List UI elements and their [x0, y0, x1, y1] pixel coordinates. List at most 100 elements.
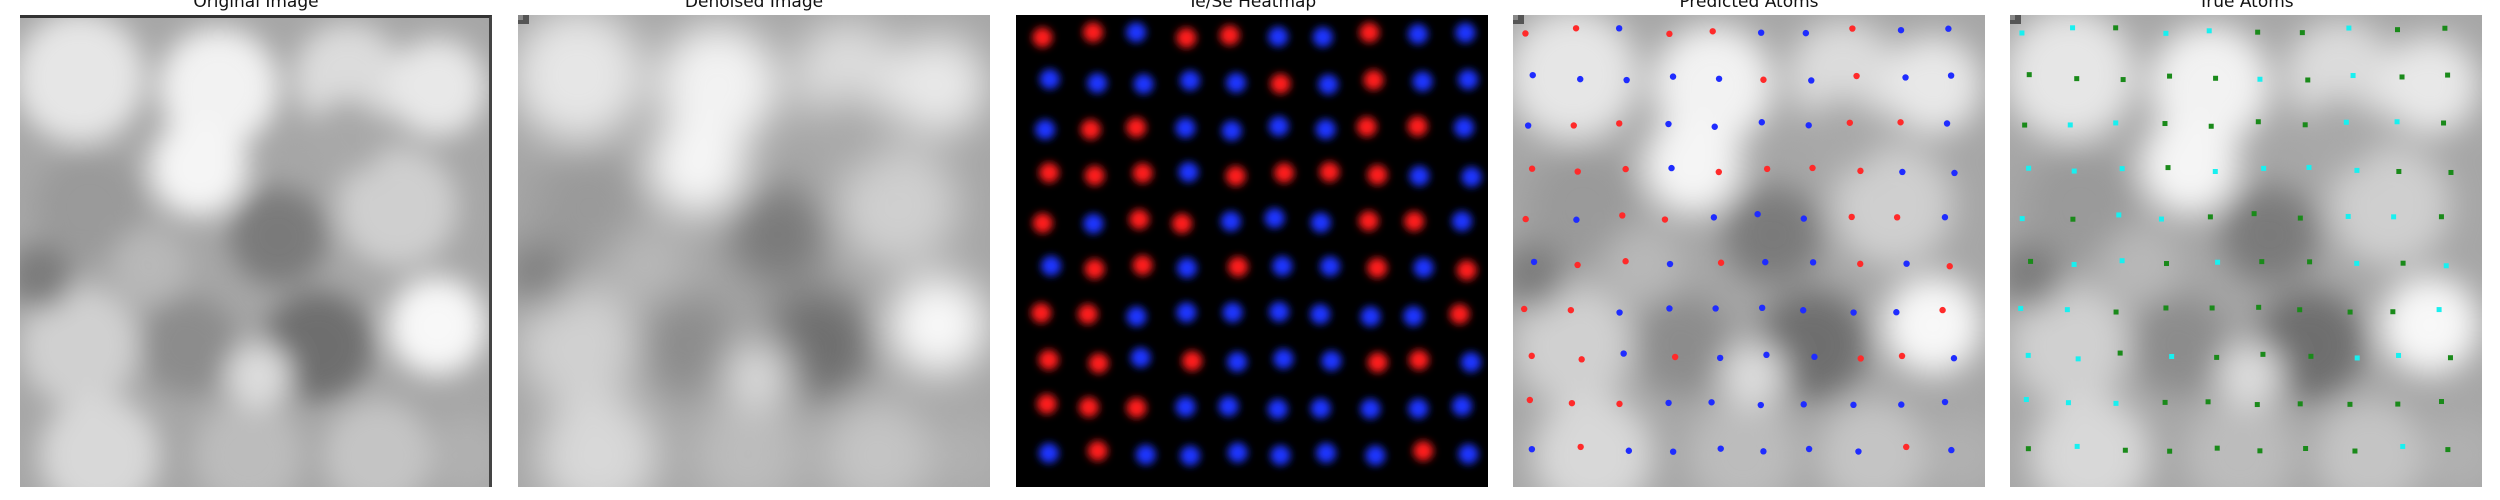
se-true-marker	[2113, 25, 2119, 31]
te-atom-marker	[1622, 258, 1629, 265]
intensity-blob	[2101, 226, 2179, 304]
corner-marker	[518, 15, 529, 24]
panel-title: True Atoms	[2198, 0, 2294, 12]
se-heat-spot	[1226, 72, 1247, 93]
te-atom-marker	[1893, 214, 1901, 221]
se-atom-marker	[1893, 309, 1900, 316]
panel-heatmap: Te/Se Heatmap	[1016, 0, 1488, 500]
intensity-blob	[609, 226, 687, 304]
se-true-marker	[2352, 448, 2358, 454]
te-heat-spot	[1356, 116, 1377, 137]
te-true-marker	[2257, 76, 2263, 82]
te-atom-marker	[1857, 260, 1864, 268]
intensity-blob	[929, 416, 990, 487]
te-heat-spot	[1367, 352, 1388, 373]
se-true-marker	[2305, 77, 2311, 83]
te-heat-spot	[1407, 116, 1428, 137]
te-heat-spot	[1080, 119, 1101, 140]
se-atom-marker	[1668, 164, 1675, 172]
te-heat-spot	[1084, 165, 1105, 186]
te-atom-marker	[1715, 168, 1722, 176]
corner-marker	[1513, 15, 1524, 24]
se-atom-marker	[1943, 120, 1951, 127]
te-atom-marker	[1520, 305, 1528, 313]
te-heat-spot	[1319, 161, 1340, 182]
intensity-blob	[648, 115, 748, 215]
intensity-blob	[518, 15, 644, 141]
te-heat-spot	[1270, 73, 1291, 94]
te-true-marker	[2436, 307, 2442, 313]
te-true-marker	[2443, 263, 2449, 269]
se-heat-spot	[1310, 304, 1331, 325]
te-atom-marker	[1946, 263, 1953, 270]
intensity-blob	[2010, 242, 2063, 308]
se-atom-marker	[1717, 445, 1724, 452]
te-heat-spot	[1036, 394, 1057, 415]
se-heat-spot	[1460, 352, 1481, 373]
intensity-blob	[1788, 20, 1898, 130]
intensity-blob	[149, 117, 249, 217]
intensity-blob	[1633, 295, 1733, 395]
se-heat-spot	[1126, 22, 1147, 43]
te-atom-marker	[1809, 164, 1816, 172]
intensity-blob	[1652, 24, 1774, 146]
se-heat-spot	[1312, 27, 1333, 48]
te-atom-marker	[1763, 165, 1771, 173]
se-true-marker	[2207, 214, 2213, 220]
original-image	[20, 15, 492, 487]
intensity-blob	[428, 416, 489, 487]
se-true-marker	[2167, 448, 2173, 454]
te-heat-spot	[1032, 213, 1053, 234]
intensity-blobs	[2010, 15, 2482, 487]
se-true-marker	[2214, 445, 2220, 451]
intensity-blob	[1604, 226, 1682, 304]
se-heat-spot	[1321, 350, 1342, 371]
se-heat-spot	[1315, 119, 1336, 140]
te-heat-spot	[1274, 162, 1295, 183]
panel-true: True Atoms	[2010, 0, 2482, 500]
te-true-marker	[2019, 216, 2025, 222]
se-heat-spot	[1178, 162, 1199, 183]
se-heat-spot	[1360, 306, 1381, 327]
intensity-blob	[823, 400, 933, 487]
se-atom-marker	[1710, 214, 1718, 221]
se-heat-spot	[1267, 399, 1288, 420]
se-true-marker	[2308, 353, 2314, 359]
se-true-marker	[2303, 445, 2309, 451]
se-atom-marker	[1805, 445, 1813, 453]
panel-title: Original Image	[193, 0, 319, 12]
se-heat-spot	[1218, 396, 1239, 417]
te-heat-spot	[1088, 353, 1109, 374]
se-atom-marker	[1800, 401, 1807, 408]
te-heat-spot	[1126, 397, 1147, 418]
se-atom-marker	[1758, 119, 1766, 126]
te-heat-spot	[1404, 211, 1425, 232]
intensity-blob	[1723, 185, 1823, 285]
se-heat-spot	[1409, 165, 1430, 186]
intensity-blob	[2025, 150, 2135, 260]
se-heat-spot	[1175, 396, 1196, 417]
intensity-blob	[323, 400, 433, 487]
intensity-blob	[2315, 400, 2425, 487]
se-atom-marker	[1669, 448, 1677, 455]
te-true-marker	[2074, 443, 2080, 449]
se-true-marker	[2165, 165, 2171, 171]
te-atom-marker	[1903, 443, 1910, 451]
te-atom-marker	[1717, 259, 1725, 266]
intensity-blob	[2380, 275, 2480, 375]
intensity-blob	[657, 24, 779, 146]
te-heat-spot	[1219, 25, 1240, 46]
te-true-marker	[2064, 307, 2070, 313]
te-heat-spot	[1409, 349, 1430, 370]
intensity-blob	[2140, 115, 2240, 215]
intensity-blob	[728, 185, 828, 285]
te-true-marker	[2350, 73, 2356, 79]
te-true-marker	[2119, 166, 2125, 172]
te-atom-marker	[1666, 30, 1673, 38]
se-atom-marker	[1757, 29, 1765, 36]
te-true-marker	[2346, 25, 2352, 31]
se-heat-spot	[1041, 255, 1062, 276]
intensity-blob	[34, 152, 145, 262]
intensity-blob	[388, 276, 487, 376]
se-true-marker	[2254, 402, 2260, 408]
